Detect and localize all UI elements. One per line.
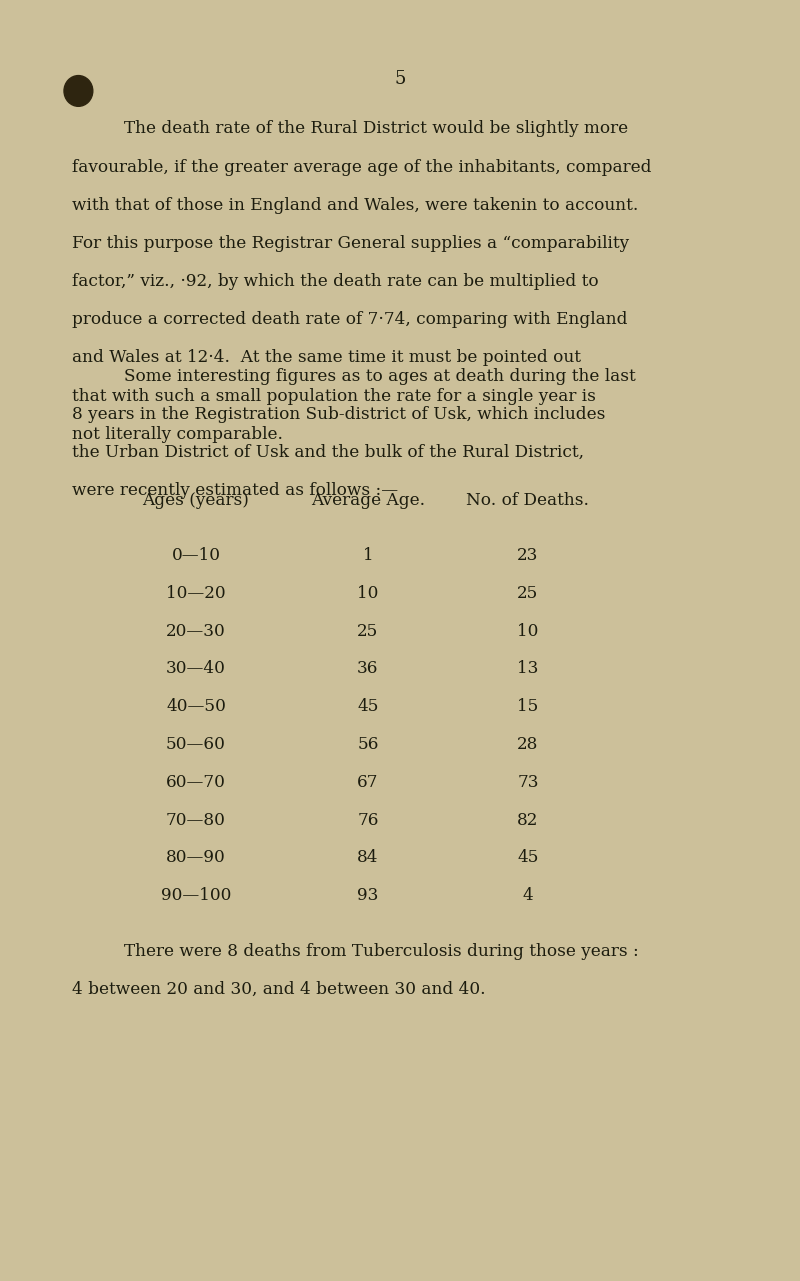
Text: not literally comparable.: not literally comparable. — [72, 425, 283, 443]
Text: 56: 56 — [358, 735, 378, 753]
Text: and Wales at 12·4.  At the same time it must be pointed out: and Wales at 12·4. At the same time it m… — [72, 350, 581, 366]
Text: 73: 73 — [518, 774, 538, 790]
Text: 76: 76 — [358, 812, 378, 829]
Text: There were 8 deaths from Tuberculosis during those years :: There were 8 deaths from Tuberculosis du… — [124, 943, 638, 959]
Text: 30—40: 30—40 — [166, 661, 226, 678]
Text: 23: 23 — [518, 547, 538, 564]
Text: were recently estimated as follows :—: were recently estimated as follows :— — [72, 482, 398, 500]
Text: 10—20: 10—20 — [166, 584, 226, 602]
Text: 28: 28 — [518, 735, 538, 753]
Text: 13: 13 — [518, 661, 538, 678]
Text: 8 years in the Registration Sub-district of Usk, which includes: 8 years in the Registration Sub-district… — [72, 406, 606, 423]
Text: No. of Deaths.: No. of Deaths. — [466, 492, 590, 509]
Text: 1: 1 — [362, 547, 374, 564]
Text: 15: 15 — [518, 698, 538, 715]
Text: 20—30: 20—30 — [166, 623, 226, 639]
Text: the Urban District of Usk and the bulk of the Rural District,: the Urban District of Usk and the bulk o… — [72, 445, 584, 461]
Text: produce a corrected death rate of 7·74, comparing with England: produce a corrected death rate of 7·74, … — [72, 311, 627, 328]
Text: 45: 45 — [358, 698, 378, 715]
Text: 10: 10 — [358, 584, 378, 602]
Text: 50—60: 50—60 — [166, 735, 226, 753]
Text: 25: 25 — [518, 584, 538, 602]
Text: 82: 82 — [518, 812, 538, 829]
Text: Ages (years): Ages (years) — [142, 492, 250, 509]
Text: 45: 45 — [518, 849, 538, 866]
Text: For this purpose the Registrar General supplies a “comparability: For this purpose the Registrar General s… — [72, 234, 629, 252]
Text: 80—90: 80—90 — [166, 849, 226, 866]
Text: Average Age.: Average Age. — [311, 492, 425, 509]
Text: Some interesting figures as to ages at death during the last: Some interesting figures as to ages at d… — [124, 368, 636, 384]
Text: 25: 25 — [358, 623, 378, 639]
Text: with that of those in England and Wales, were takenin to account.: with that of those in England and Wales,… — [72, 197, 638, 214]
Text: 60—70: 60—70 — [166, 774, 226, 790]
Text: 0—10: 0—10 — [171, 547, 221, 564]
Text: 84: 84 — [358, 849, 378, 866]
Text: 67: 67 — [358, 774, 378, 790]
Text: 4: 4 — [522, 886, 534, 904]
Ellipse shape — [64, 76, 93, 106]
Text: 40—50: 40—50 — [166, 698, 226, 715]
Text: The death rate of the Rural District would be slightly more: The death rate of the Rural District wou… — [124, 120, 628, 137]
Text: favourable, if the greater average age of the inhabitants, compared: favourable, if the greater average age o… — [72, 159, 651, 175]
Text: 93: 93 — [358, 886, 378, 904]
Text: 90—100: 90—100 — [161, 886, 231, 904]
Text: 70—80: 70—80 — [166, 812, 226, 829]
Text: 36: 36 — [358, 661, 378, 678]
Text: 4 between 20 and 30, and 4 between 30 and 40.: 4 between 20 and 30, and 4 between 30 an… — [72, 981, 486, 998]
Text: factor,” viz., ·92, by which the death rate can be multiplied to: factor,” viz., ·92, by which the death r… — [72, 273, 598, 290]
Text: that with such a small population the rate for a single year is: that with such a small population the ra… — [72, 388, 596, 405]
Text: 10: 10 — [518, 623, 538, 639]
Text: 5: 5 — [394, 70, 406, 88]
